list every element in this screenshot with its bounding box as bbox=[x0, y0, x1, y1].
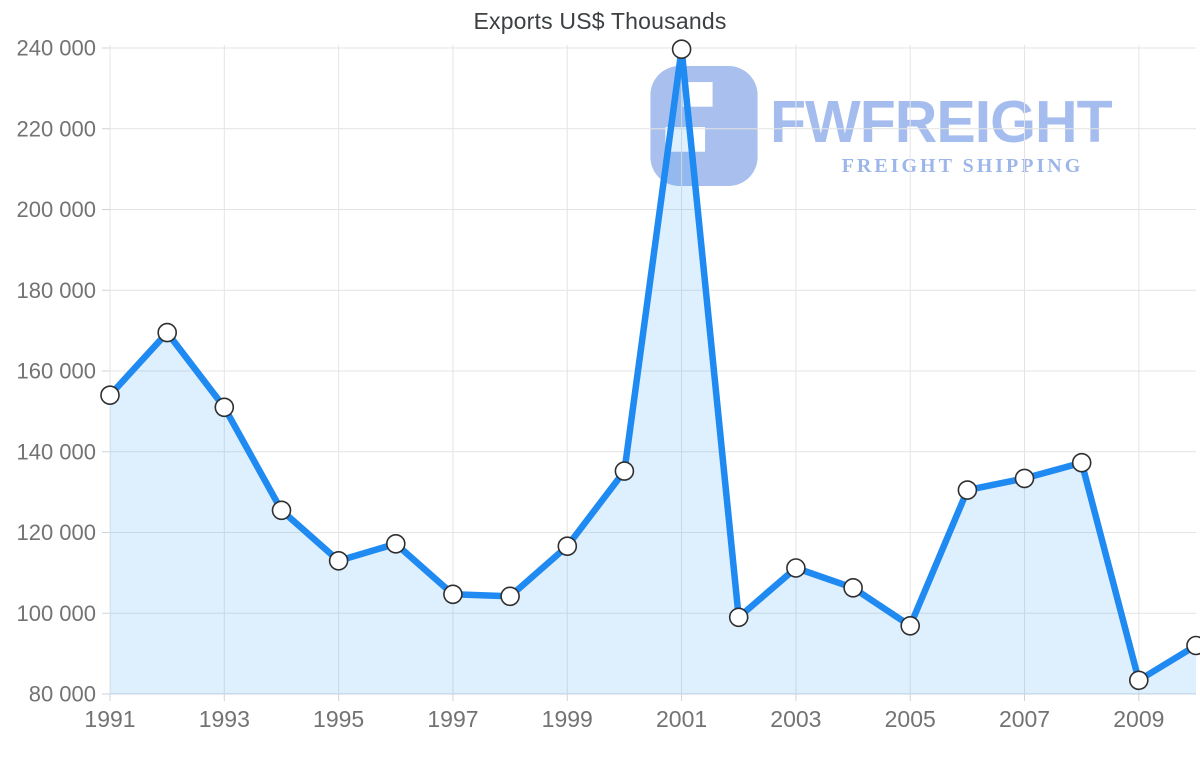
series-markers bbox=[100, 39, 1200, 691]
data-point-marker-2009[interactable] bbox=[1129, 670, 1149, 691]
x-axis-label: 2007 bbox=[999, 706, 1050, 732]
x-axis-label: 2003 bbox=[770, 706, 821, 732]
y-axis-label: 140 000 bbox=[16, 439, 96, 464]
y-axis-label: 180 000 bbox=[16, 278, 96, 303]
data-point-marker-1994[interactable] bbox=[271, 500, 292, 521]
y-axis-label: 120 000 bbox=[16, 520, 96, 545]
y-axis-label: 240 000 bbox=[16, 36, 96, 61]
x-axis-label: 1993 bbox=[199, 706, 250, 732]
data-point-marker-2003[interactable] bbox=[786, 558, 806, 578]
series-area-fill bbox=[110, 49, 1196, 694]
x-axis-label: 2009 bbox=[1113, 706, 1164, 732]
data-point-marker-2008[interactable] bbox=[1071, 452, 1092, 473]
y-axis-label: 160 000 bbox=[16, 359, 96, 384]
x-axis-label: 2001 bbox=[656, 706, 707, 732]
x-axis-label: 1991 bbox=[84, 706, 135, 732]
data-point-marker-1997[interactable] bbox=[443, 584, 463, 605]
chart-title: Exports US$ Thousands bbox=[473, 8, 727, 34]
data-point-marker-1998[interactable] bbox=[500, 586, 520, 607]
y-axis-label: 200 000 bbox=[16, 197, 96, 222]
y-axis-label: 100 000 bbox=[16, 601, 96, 626]
data-point-marker-2000[interactable] bbox=[614, 461, 635, 481]
data-point-marker-2002[interactable] bbox=[728, 607, 749, 628]
data-point-marker-1999[interactable] bbox=[557, 536, 578, 557]
x-axis-label: 1999 bbox=[542, 706, 593, 732]
data-point-marker-2006[interactable] bbox=[957, 480, 978, 500]
data-point-marker-2010[interactable] bbox=[1186, 635, 1200, 656]
y-axis-label: 80 000 bbox=[29, 682, 96, 707]
data-point-marker-2001[interactable] bbox=[671, 39, 692, 60]
x-axis-label: 1997 bbox=[427, 706, 478, 732]
data-point-marker-1995[interactable] bbox=[328, 550, 349, 571]
data-point-marker-2005[interactable] bbox=[900, 615, 921, 636]
data-point-marker-2007[interactable] bbox=[1014, 468, 1035, 489]
data-point-marker-2004[interactable] bbox=[843, 577, 863, 598]
data-point-marker-1991[interactable] bbox=[100, 385, 120, 406]
data-point-marker-1996[interactable] bbox=[385, 533, 406, 554]
x-axis-label: 2005 bbox=[885, 706, 936, 732]
x-axis-label: 1995 bbox=[313, 706, 364, 732]
y-grid-and-labels: 80 000 100 000 120 000 140 000 160 000 180 00… bbox=[16, 36, 1196, 707]
y-axis-label: 220 000 bbox=[16, 116, 96, 141]
x-grid-and-labels: 1991 1993 1995 1997 1999 2001 2003 2005 2007 2009 bbox=[84, 45, 1164, 732]
data-point-marker-1993[interactable] bbox=[214, 397, 235, 418]
data-point-marker-1992[interactable] bbox=[157, 322, 177, 343]
